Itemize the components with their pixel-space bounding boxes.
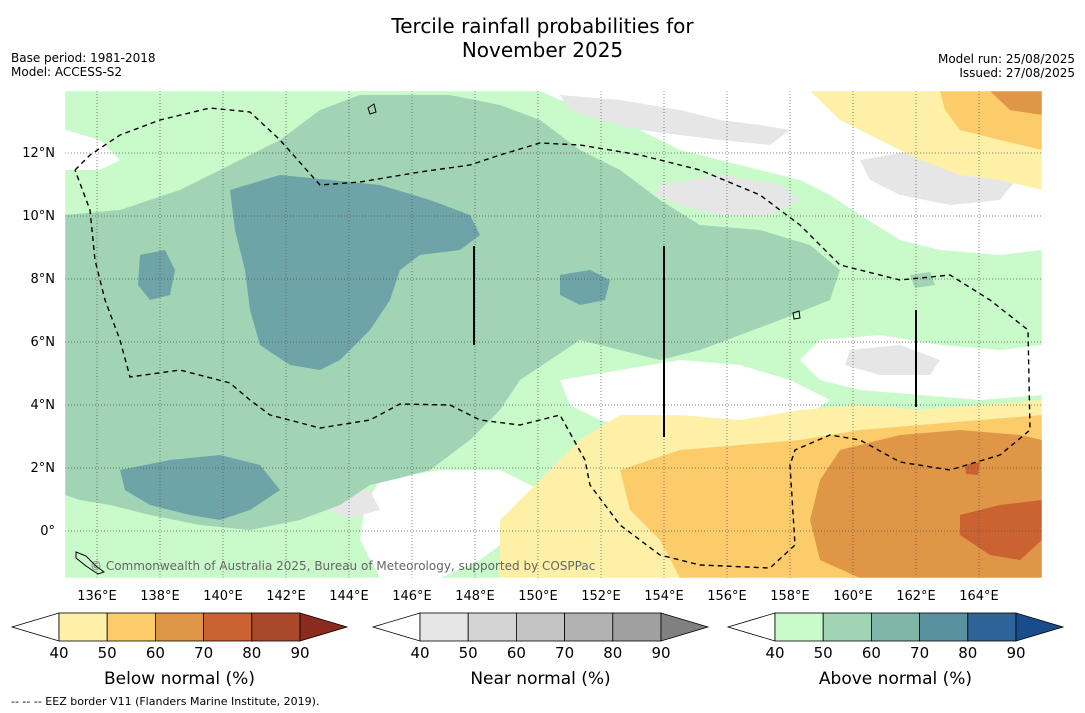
longitude-labels: 136°E 138°E 140°E 142°E 144°E 146°E 148°E 150°E… [77,589,999,604]
legend-tick-label: 90 [651,644,670,662]
eez-border [74,107,1031,569]
latitude-labels: 12°N 10°N 8°N 6°N 4°N 2°N 0° [22,146,55,539]
longitude-label: 152°E [581,589,621,604]
latitude-label: 0° [40,524,55,539]
model-run-label: Model run: 25/08/2025 [937,52,1075,66]
eez-border-note: -- -- -- EEZ border V11 (Flanders Marine… [11,695,320,708]
legend-color-step [919,612,969,642]
region-above-normal-60-70-southwest [120,455,280,520]
legend-color-step [467,612,517,642]
longitude-label: 140°E [203,589,243,604]
latitude-label: 8°N [31,272,56,287]
title-line-2: November 2025 [461,38,624,62]
legend-tick-label: 70 [910,644,929,662]
legend-color-step [871,612,921,642]
legend-color-step [154,612,204,642]
legend-title: Below normal (%) [104,669,255,689]
longitude-label: 146°E [392,589,432,604]
legend-tick-label: 90 [290,644,309,662]
longitude-label: 136°E [77,589,117,604]
issued-label: Issued: 27/08/2025 [959,66,1075,80]
model-info: Base period: 1981-2018 Model: ACCESS-S2 [11,51,156,79]
legend-upper-extension [660,612,710,642]
region-near-normal-southwest [360,470,540,578]
legend-tick-label: 50 [814,644,833,662]
base-period-label: Base period: 1981-2018 [11,51,156,65]
legend-colorbar: 40 50 60 70 80 90 Above normal (%) [726,612,1065,689]
legend-tick-label: 60 [862,644,881,662]
legend-color-step [774,612,824,642]
legend-tick-label: 50 [459,644,478,662]
region-near-normal-west-patch [65,130,120,170]
latitude-label: 4°N [31,398,56,413]
legend-tick-label: 60 [507,644,526,662]
legend-lower-extension [726,612,776,642]
legend-tick-label: 80 [603,644,622,662]
probability-regions [65,91,1042,578]
legend-tick-label: 40 [49,644,68,662]
latitude-label: 12°N [22,146,55,161]
map-title: Tercile rainfall probabilities for Novem… [0,14,1085,62]
latitude-label: 2°N [31,461,56,476]
region-near-normal-40-50-mid [655,175,800,215]
legend-tick-label: 80 [242,644,261,662]
legend-tick-label: 50 [98,644,117,662]
legend-colorbar: 40 50 60 70 80 90 Below normal (%) [10,612,349,689]
longitude-label: 164°E [959,589,999,604]
legend-color-step [58,612,108,642]
legend-color-step [203,612,253,642]
longitude-label: 148°E [455,589,495,604]
legend-tick-label: 40 [765,644,784,662]
legend-title: Near normal (%) [470,669,610,689]
map-frame [64,90,1043,579]
run-info: Model run: 25/08/2025 Issued: 27/08/2025 [938,52,1075,80]
legend-tick-label: 60 [146,644,165,662]
copyright-notice: © Commonwealth of Australia 2025, Bureau… [90,559,595,573]
legend-tick-label: 40 [410,644,429,662]
legend-color-step [106,612,156,642]
legend-lower-extension [371,612,421,642]
latitude-label: 6°N [31,335,56,350]
region-below-normal-60-70-northeast [990,91,1042,115]
legend-color-step [516,612,566,642]
legend-color-step [419,612,469,642]
longitude-label: 138°E [140,589,180,604]
model-label: Model: ACCESS-S2 [11,65,123,79]
legend-color-step [564,612,614,642]
legend-upper-extension [1015,612,1065,642]
island-outline-east [792,310,801,320]
latitude-label: 10°N [22,209,55,224]
legend-lower-extension [10,612,60,642]
region-below-normal-70-80-southeast [960,500,1042,560]
legend-tick-label: 70 [194,644,213,662]
legend-color-step [612,612,662,642]
longitude-label: 154°E [644,589,684,604]
legend-color-step [822,612,872,642]
legend-title: Above normal (%) [819,669,972,689]
longitude-label: 144°E [329,589,369,604]
island-outline-north [367,103,377,115]
longitude-label: 158°E [770,589,810,604]
island-outline-solomons [75,551,106,575]
legend-colorbar: 40 50 60 70 80 90 Near normal (%) [371,612,710,689]
legend-color-step [967,612,1017,642]
legend-tick-label: 90 [1006,644,1025,662]
coastlines [75,103,917,575]
region-above-normal-60-70-small [138,250,175,300]
legend-tick-label: 70 [555,644,574,662]
longitude-label: 142°E [266,589,306,604]
legend-upper-extension [299,612,349,642]
title-line-1: Tercile rainfall probabilities for [391,14,694,38]
legends: 40 50 60 70 80 90 Below normal (%) 40 50 60 70 80 90… [10,612,1065,689]
longitude-label: 162°E [896,589,936,604]
region-above-normal-60-70-west [230,175,480,370]
region-below-normal-70-80-small [965,462,980,475]
legend-tick-label: 80 [958,644,977,662]
legend-color-step [251,612,301,642]
region-near-normal-40-50-north [560,95,790,145]
longitude-label: 150°E [518,589,558,604]
longitude-label: 160°E [833,589,873,604]
longitude-label: 156°E [707,589,747,604]
